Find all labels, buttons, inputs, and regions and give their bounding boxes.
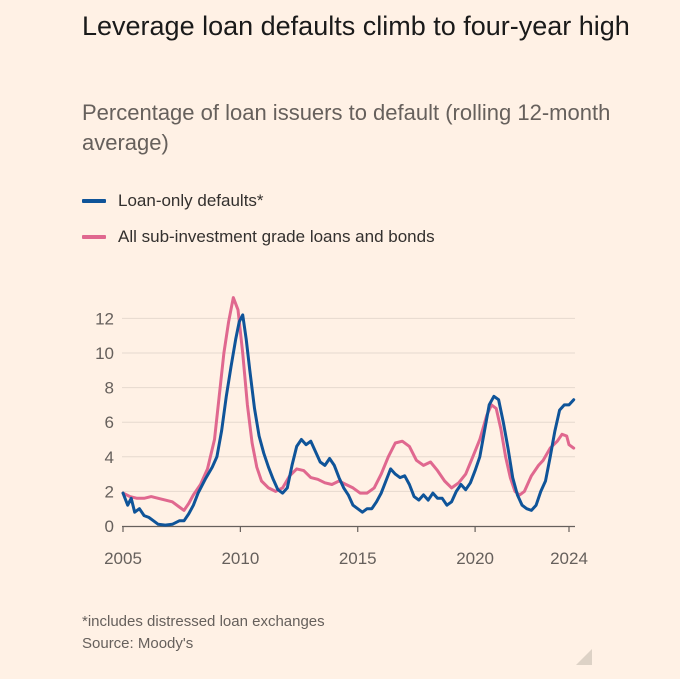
series-line-loan-only <box>121 313 576 527</box>
y-tick-label: 8 <box>105 379 114 398</box>
x-tick-label: 2024 <box>550 549 588 568</box>
source-text: Source: Moody's <box>82 635 194 652</box>
y-axis-tick-labels: 0 2 4 6 8 10 12 <box>95 309 114 536</box>
legend-item-loan-only: Loan-only defaults* <box>82 183 435 219</box>
resize-handle-icon[interactable] <box>576 649 592 665</box>
legend: Loan-only defaults* All sub-investment g… <box>82 183 435 255</box>
x-tick-label: 2015 <box>339 549 377 568</box>
chart-title: Leverage loan defaults climb to four-yea… <box>82 11 630 41</box>
legend-label-loan-only: Loan-only defaults* <box>118 191 264 210</box>
legend-swatch-all-subinvestment <box>82 235 106 239</box>
y-tick-label: 6 <box>105 413 114 432</box>
series-lines <box>121 296 576 527</box>
y-tick-label: 12 <box>95 309 114 328</box>
chart-subtitle: Percentage of loan issuers to default (r… <box>82 100 611 155</box>
legend-label-all-subinvestment: All sub-investment grade loans and bonds <box>118 227 435 246</box>
y-tick-label: 10 <box>95 344 114 363</box>
x-axis: 2005 2010 2015 2020 2024 <box>104 525 588 568</box>
legend-swatch-loan-only <box>82 199 106 203</box>
x-tick-label: 2010 <box>221 549 259 568</box>
x-tick-label: 2005 <box>104 549 142 568</box>
footnote: *includes distressed loan exchanges Sour… <box>82 611 325 655</box>
y-tick-label: 0 <box>105 517 114 536</box>
y-tick-label: 2 <box>105 482 114 501</box>
legend-item-all-subinvestment: All sub-investment grade loans and bonds <box>82 219 435 255</box>
y-tick-label: 4 <box>105 448 114 467</box>
series-line-all-subinvestment <box>121 296 576 512</box>
footnote-note: *includes distressed loan exchanges <box>82 613 325 630</box>
x-tick-label: 2020 <box>456 549 494 568</box>
